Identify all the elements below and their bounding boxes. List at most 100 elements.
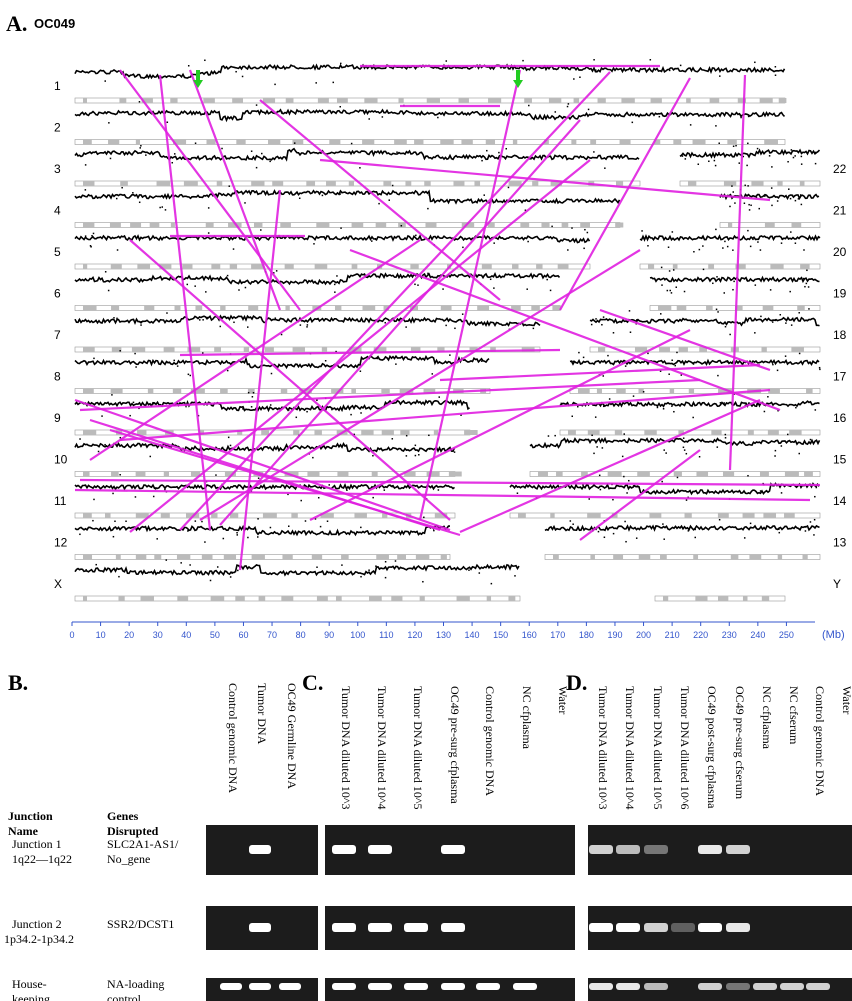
outlier [299, 198, 301, 200]
outlier [801, 204, 803, 206]
outlier [633, 395, 635, 397]
lane-label: Tumor DNA diluted 10^4 [623, 686, 637, 810]
outlier [729, 334, 731, 336]
outlier [688, 530, 690, 532]
outlier [156, 538, 158, 540]
panel-label: B. [8, 670, 28, 695]
band [195, 306, 202, 311]
outlier [153, 496, 155, 498]
x-tick-label: 220 [693, 630, 708, 640]
x-tick-label: 110 [379, 630, 393, 640]
band [649, 513, 661, 518]
copy-number-track [75, 444, 455, 452]
panel-label: A. [6, 11, 27, 36]
band [214, 347, 221, 352]
outlier [790, 198, 792, 200]
outlier [351, 143, 353, 145]
outlier [577, 406, 579, 408]
band [211, 264, 220, 269]
outlier [702, 245, 704, 247]
outlier [795, 407, 797, 409]
outlier [787, 161, 789, 163]
gel-band [368, 923, 392, 932]
outlier [715, 165, 717, 167]
outlier [252, 396, 254, 398]
outlier [162, 206, 164, 208]
band [376, 555, 389, 560]
outlier [746, 279, 748, 281]
outlier [514, 575, 516, 577]
rearrangement-line [560, 78, 690, 310]
outlier [368, 569, 370, 571]
outlier [257, 518, 259, 520]
rearrangement-line [440, 365, 760, 380]
band [203, 98, 215, 103]
band [335, 306, 341, 311]
outlier [760, 490, 762, 492]
band [136, 472, 146, 477]
outlier [673, 411, 675, 413]
outlier [253, 392, 255, 394]
band [372, 472, 378, 477]
outlier [722, 247, 724, 249]
band [797, 306, 804, 311]
outlier [607, 355, 609, 357]
outlier [526, 288, 528, 290]
outlier [676, 352, 678, 354]
outlier [256, 167, 258, 169]
lane-label: OC49 pre-surg cfplasma [448, 686, 462, 804]
band [670, 389, 674, 394]
outlier [613, 533, 615, 535]
band [108, 140, 119, 145]
band [434, 430, 438, 435]
outlier [583, 357, 585, 359]
lane-label: Control genomic DNA [483, 686, 497, 796]
band [175, 306, 181, 311]
row-text: 1p34.2-1p34.2 [4, 932, 74, 946]
outlier [647, 353, 649, 355]
lane-label: Water [556, 686, 570, 714]
band [550, 513, 554, 518]
lane-label: OC49 Germline DNA [285, 683, 299, 789]
band [728, 223, 732, 228]
outlier [643, 391, 645, 393]
outlier [481, 160, 483, 162]
outlier [733, 281, 735, 283]
outlier [166, 559, 168, 561]
outlier [587, 232, 589, 234]
chromosome-label: 18 [833, 328, 847, 342]
outlier [376, 358, 378, 360]
outlier [208, 232, 210, 234]
outlier [340, 227, 342, 229]
outlier [593, 59, 595, 61]
outlier [583, 248, 585, 250]
outlier [334, 284, 336, 286]
band [427, 98, 440, 103]
band [578, 389, 590, 394]
outlier [139, 202, 141, 204]
outlier [690, 124, 692, 126]
outlier [134, 353, 136, 355]
band [416, 555, 429, 560]
gel-band [671, 923, 695, 932]
band [306, 181, 315, 186]
band [785, 472, 799, 477]
outlier [433, 530, 435, 532]
outlier [684, 291, 686, 293]
x-tick-label: 40 [181, 630, 191, 640]
outlier [755, 284, 757, 286]
band [265, 347, 274, 352]
outlier [671, 360, 673, 362]
outlier [799, 353, 801, 355]
outlier [388, 199, 390, 201]
band [202, 555, 213, 560]
outlier [237, 534, 239, 536]
band [394, 140, 407, 145]
outlier [588, 498, 590, 500]
outlier [808, 286, 810, 288]
outlier [395, 560, 397, 562]
outlier [630, 331, 632, 333]
band [291, 513, 297, 518]
band [111, 264, 122, 269]
outlier [506, 148, 508, 150]
